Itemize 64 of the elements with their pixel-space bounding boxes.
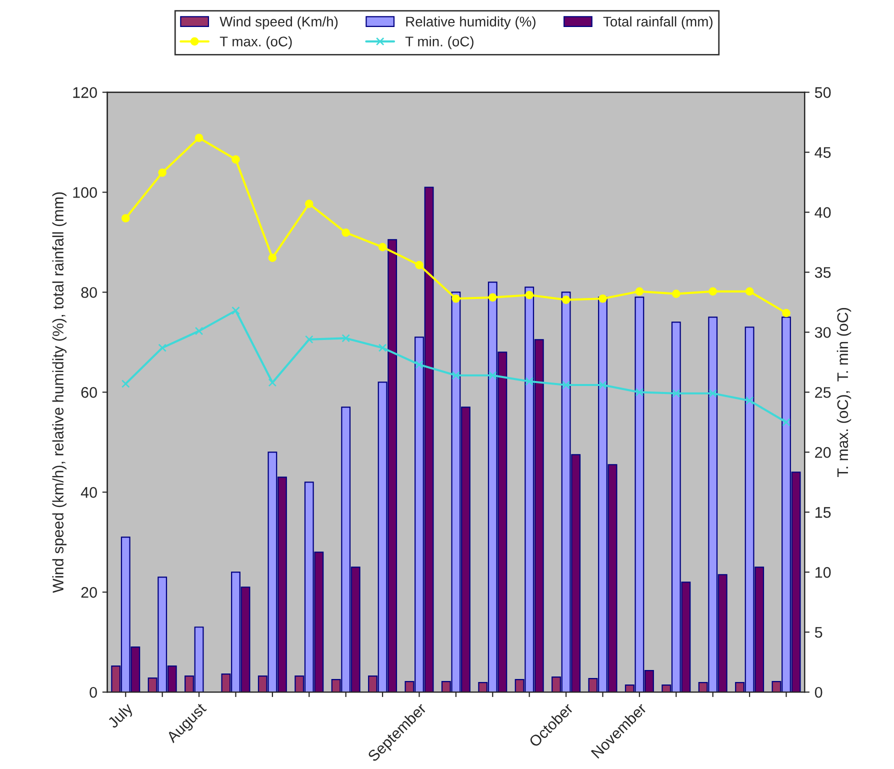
point (562, 296, 570, 304)
point (452, 294, 460, 303)
point (415, 260, 424, 270)
point (304, 200, 314, 208)
y-tick-label: 100 (73, 187, 97, 198)
y-tick-label: 80 (81, 287, 97, 298)
y2-tick-label: 15 (815, 507, 831, 518)
point (121, 380, 130, 388)
legend-label: Total rainfall (mm) (603, 16, 712, 30)
point (745, 287, 754, 296)
legend-label: Wind speed (Km/h) (220, 16, 338, 30)
point (562, 380, 570, 390)
y-tick-label: 20 (81, 587, 97, 598)
point (672, 290, 680, 298)
point (121, 214, 130, 222)
point (158, 344, 166, 352)
legend-label: T min. (oC) (405, 36, 474, 50)
point (378, 344, 387, 352)
y2-axis-title: T. max. (oC), T. min (oC) (836, 308, 852, 478)
point (635, 388, 644, 396)
y2-tick-label: 30 (814, 327, 831, 338)
point (232, 155, 240, 164)
point (158, 168, 166, 177)
y-tick-label: 60 (81, 387, 97, 398)
y2-tick-label: 25 (815, 387, 831, 398)
point (672, 389, 680, 398)
point (708, 287, 718, 296)
y2-tick-label: 40 (814, 207, 831, 218)
point (194, 326, 204, 336)
point (488, 371, 497, 380)
point (782, 418, 790, 426)
point (745, 396, 754, 405)
y2-tick-label: 10 (815, 567, 831, 578)
point (488, 293, 497, 302)
point (635, 287, 644, 296)
point (342, 334, 350, 342)
point (598, 294, 607, 303)
y2-tick-label: 5 (814, 627, 822, 638)
point (525, 377, 534, 386)
point (342, 228, 350, 237)
y2-tick-label: 0 (814, 686, 822, 698)
point (232, 306, 240, 315)
point (268, 378, 277, 387)
point (708, 389, 718, 398)
y-tick-label: 0 (90, 686, 97, 698)
point (194, 134, 204, 142)
point (304, 335, 314, 344)
y-axis-title: Wind speed (km/h), relative humidity (%), total rainfall (mm) (52, 192, 67, 593)
point (598, 380, 607, 390)
y2-tick-label: 50 (814, 87, 831, 98)
y2-tick-label: 20 (815, 447, 831, 458)
y-tick-label: 120 (73, 87, 97, 98)
point (268, 254, 277, 262)
point (525, 290, 534, 300)
y2-tick-label: 45 (814, 147, 831, 158)
point (378, 242, 387, 252)
point (782, 308, 790, 318)
point (415, 360, 424, 369)
y2-tick-label: 35 (814, 267, 831, 278)
point (452, 371, 460, 380)
x-tick-label: July (106, 702, 136, 731)
y-tick-label: 40 (80, 487, 97, 498)
legend-label: Relative humidity (%) (406, 16, 536, 30)
legend-label: T max. (oC) (220, 36, 292, 50)
